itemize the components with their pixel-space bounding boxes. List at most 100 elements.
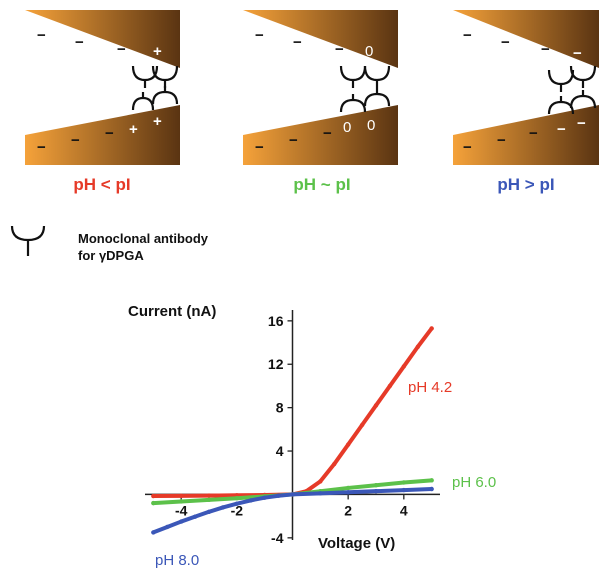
series-point xyxy=(429,478,434,483)
charge-label: 0 xyxy=(367,117,375,134)
series-point xyxy=(206,493,212,498)
y-tick-label: -4 xyxy=(271,530,284,546)
channel-top-wall xyxy=(25,10,180,68)
antibody-icon xyxy=(131,65,179,111)
charge-label: − xyxy=(75,34,84,51)
series-point xyxy=(373,483,379,488)
x-tick-label: 4 xyxy=(400,502,408,518)
series-point xyxy=(192,514,198,519)
charge-label: − xyxy=(573,45,582,62)
channel-bottom-wall xyxy=(453,105,599,165)
series-point xyxy=(234,501,240,506)
series-point xyxy=(345,490,351,495)
series-point xyxy=(151,500,156,506)
series-point xyxy=(373,488,379,494)
top-charges: − − − − xyxy=(463,27,582,62)
panel-basic: − − − − − − − − − xyxy=(453,10,599,165)
charge-label: + xyxy=(153,113,162,130)
charge-label: − xyxy=(293,34,302,51)
legend-line-1: Monoclonal antibody xyxy=(78,231,208,246)
legend-line-2: for γDPGA xyxy=(78,248,144,263)
series-point xyxy=(345,442,351,447)
charge-label: − xyxy=(463,139,472,156)
charge-label: − xyxy=(117,41,126,58)
series-point xyxy=(262,495,267,500)
series-point xyxy=(345,485,351,491)
series-point xyxy=(151,530,156,535)
charge-label: − xyxy=(501,34,510,51)
y-ticks: -4 4 8 12 16 xyxy=(268,313,293,546)
top-charges: − − − 0 xyxy=(255,27,373,60)
series-point xyxy=(429,326,434,331)
x-tick-label: 2 xyxy=(344,502,352,518)
panel-label-acidic: pH < pI xyxy=(73,175,131,194)
legend-text: Monoclonal antibody for γDPGA xyxy=(78,230,208,264)
series-label: pH 8.0 xyxy=(155,552,199,569)
antibody-y-icon xyxy=(10,225,46,256)
antibody-icon xyxy=(339,65,391,113)
channel-bottom-wall xyxy=(243,105,398,165)
y-tick-label: 12 xyxy=(268,356,284,372)
charge-label: − xyxy=(289,132,298,149)
charge-label: − xyxy=(463,27,472,44)
channel-top-wall xyxy=(243,10,398,68)
charge-label: 0 xyxy=(365,43,373,60)
y-axis-title: Current (nA) xyxy=(128,303,217,320)
series-point xyxy=(318,479,323,484)
series-point xyxy=(206,509,212,514)
charge-label: − xyxy=(497,132,506,149)
panel-label-isoelectric: pH ~ pI xyxy=(293,175,351,194)
panel-isoelectric: − − − 0 − − − 0 0 xyxy=(243,10,398,165)
x-axis-title: Voltage (V) xyxy=(318,535,396,552)
series-point xyxy=(206,497,212,503)
series-point xyxy=(401,487,407,493)
series-point xyxy=(234,496,240,501)
series-label: pH 6.0 xyxy=(452,474,496,491)
series-point xyxy=(332,461,337,467)
charge-label: + xyxy=(153,43,162,60)
x-tick-label: -4 xyxy=(175,502,188,518)
charge-label: − xyxy=(255,27,264,44)
y-tick-label: 8 xyxy=(276,400,284,416)
series-point xyxy=(165,524,170,530)
charge-label: 0 xyxy=(343,119,351,136)
charge-label: − xyxy=(577,115,586,132)
series-line xyxy=(151,326,434,499)
charge-label: − xyxy=(37,139,46,156)
charge-label: − xyxy=(71,132,80,149)
bottom-charges: − − − − − xyxy=(463,115,586,156)
charge-label: − xyxy=(335,41,344,58)
series-point xyxy=(318,491,323,496)
series-point xyxy=(429,486,434,492)
antibody-icon xyxy=(547,65,597,115)
series-point xyxy=(178,519,184,524)
series-point xyxy=(387,383,393,389)
y-tick-label: 16 xyxy=(268,313,284,329)
charge-label: − xyxy=(529,125,538,142)
series-layer xyxy=(151,326,434,535)
series-point xyxy=(151,493,156,499)
charge-label: − xyxy=(37,27,46,44)
series-point xyxy=(290,492,295,497)
bottom-charges: − − − + + xyxy=(37,113,162,156)
channel-top-wall xyxy=(453,10,599,68)
series-point xyxy=(373,403,379,408)
series-point xyxy=(401,364,407,369)
charge-label: + xyxy=(129,121,138,138)
y-tick-label: 4 xyxy=(276,443,284,459)
series-point xyxy=(276,493,281,498)
charge-label: − xyxy=(323,125,332,142)
charge-label: − xyxy=(255,139,264,156)
series-point xyxy=(359,422,365,428)
panel-acidic: − − − + − − − + + xyxy=(25,10,180,165)
bottom-charges: − − − 0 0 xyxy=(255,117,375,156)
series-line xyxy=(151,487,434,535)
series-point xyxy=(415,344,420,350)
series-point xyxy=(248,498,253,503)
charge-label: − xyxy=(105,125,114,142)
top-charges: − − − + xyxy=(37,27,162,60)
series-point xyxy=(401,480,407,485)
series-point xyxy=(178,499,184,504)
